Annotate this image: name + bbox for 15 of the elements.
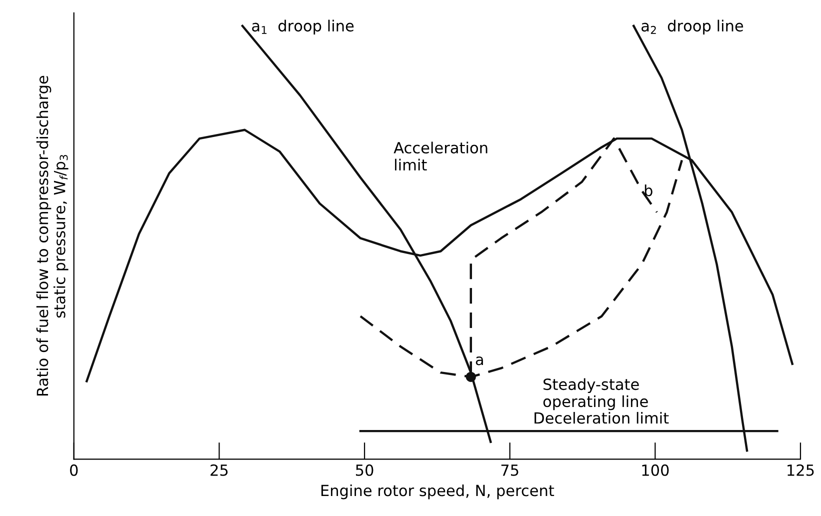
x-tick-label: 25 <box>210 464 228 476</box>
x-tick-label: 0 <box>70 464 78 476</box>
x-tick-label: 75 <box>501 464 518 476</box>
y-axis-title: Ratio of fuel flow to compressor-discharge static pressure, W$_{f}$/p$_{3}$ <box>36 76 68 396</box>
annotation: a <box>476 356 483 366</box>
x-tick-label: 100 <box>642 464 669 476</box>
annotation: a$_{1}$ droop line <box>252 20 354 35</box>
x-tick-label: 50 <box>356 464 374 476</box>
annotation: Steady-state operating line <box>543 378 648 410</box>
annotation: b <box>644 184 652 196</box>
annotation: Acceleration limit <box>394 142 488 170</box>
annotation: Deceleration limit <box>534 412 669 424</box>
x-tick-label: 125 <box>788 464 814 476</box>
x-axis-title: Engine rotor speed, N, percent <box>321 484 554 500</box>
annotation: a$_{2}$ droop line <box>642 20 744 35</box>
